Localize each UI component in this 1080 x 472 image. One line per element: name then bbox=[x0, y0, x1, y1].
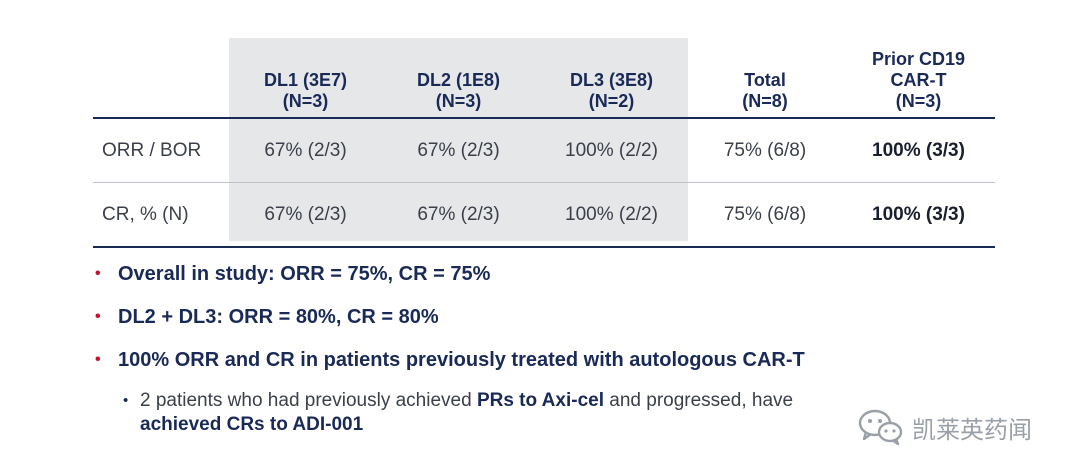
table-cell: 100% (2/2) bbox=[535, 182, 688, 248]
sub-bullet-item: • 2 patients who had previously achieved… bbox=[93, 389, 1053, 437]
table-cell: 100% (3/3) bbox=[842, 182, 995, 248]
header-row: DL1 (3E7) (N=3) DL2 (1E8) (N=3) DL3 (3E8… bbox=[93, 38, 995, 119]
table-cell: 75% (6/8) bbox=[688, 182, 842, 248]
row-label: ORR / BOR bbox=[93, 118, 229, 183]
table-row: ORR / BOR 67% (2/3) 67% (2/3) 100% (2/2)… bbox=[93, 118, 995, 183]
bullet-item: • 100% ORR and CR in patients previously… bbox=[93, 348, 1053, 372]
sub-bullet-emphasis: achieved CRs to ADI-001 bbox=[140, 414, 364, 435]
header-prior-cd19: Prior CD19 CAR-T (N=3) bbox=[842, 38, 995, 119]
header-empty bbox=[93, 38, 229, 119]
table-cell: 67% (2/3) bbox=[382, 182, 535, 248]
table-cell: 100% (2/2) bbox=[535, 118, 688, 183]
header-total: Total (N=8) bbox=[688, 38, 842, 119]
table-cell: 75% (6/8) bbox=[688, 118, 842, 183]
sub-bullet-emphasis: PRs to Axi-cel bbox=[476, 390, 604, 411]
table-cell: 67% (2/3) bbox=[229, 182, 382, 248]
bullet-text: DL2 + DL3: ORR = 80%, CR = 80% bbox=[118, 306, 439, 328]
bullet-marker-icon: • bbox=[95, 308, 101, 325]
row-label: CR, % (N) bbox=[93, 182, 229, 248]
bullet-text: 100% ORR and CR in patients previously t… bbox=[118, 349, 805, 371]
table-cell: 67% (2/3) bbox=[382, 118, 535, 183]
sub-bullet-marker-icon: • bbox=[123, 392, 129, 409]
wechat-icon bbox=[858, 409, 903, 446]
bullet-text: Overall in study: ORR = 75%, CR = 75% bbox=[118, 263, 491, 285]
table-cell: 67% (2/3) bbox=[229, 118, 382, 183]
bullet-list: • Overall in study: ORR = 75%, CR = 75% … bbox=[93, 262, 1053, 437]
sub-bullet-text: and progressed, have bbox=[604, 390, 794, 411]
bullet-marker-icon: • bbox=[95, 265, 101, 282]
table-cell: 100% (3/3) bbox=[842, 118, 995, 183]
bullet-item: • Overall in study: ORR = 75%, CR = 75% bbox=[93, 262, 1053, 286]
header-dl2: DL2 (1E8) (N=3) bbox=[382, 38, 535, 119]
bullet-item: • DL2 + DL3: ORR = 80%, CR = 80% bbox=[93, 305, 1053, 329]
watermark: 凯莱英药闻 bbox=[858, 408, 1032, 446]
header-dl3: DL3 (3E8) (N=2) bbox=[535, 38, 688, 119]
sub-bullet-text: 2 patients who had previously achieved bbox=[140, 390, 477, 411]
watermark-text: 凯莱英药闻 bbox=[912, 415, 1032, 444]
bullet-marker-icon: • bbox=[95, 351, 101, 368]
header-dl1: DL1 (3E7) (N=3) bbox=[229, 38, 382, 119]
results-table: DL1 (3E7) (N=3) DL2 (1E8) (N=3) DL3 (3E8… bbox=[93, 38, 995, 248]
table-row: CR, % (N) 67% (2/3) 67% (2/3) 100% (2/2)… bbox=[93, 182, 995, 248]
